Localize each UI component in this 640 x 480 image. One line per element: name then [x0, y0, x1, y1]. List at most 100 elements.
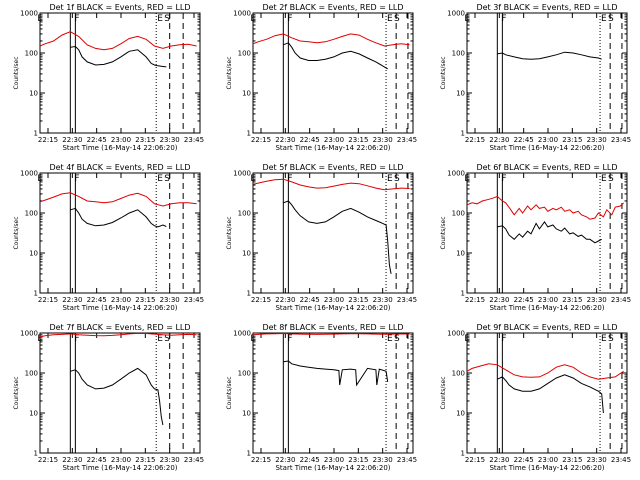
y-tick-label: 1 [461, 130, 465, 138]
y-tick-label: 1000 [233, 170, 251, 178]
x-tick-label: 23:30 [373, 296, 393, 304]
x-tick-label: 23:15 [562, 456, 582, 464]
plot-frame [466, 12, 628, 134]
x-tick-label: 22:45 [300, 456, 320, 464]
x-axis-label: Start Time (16-May-14 22:06:20) [62, 144, 177, 152]
y-tick-label: 10 [242, 410, 251, 418]
x-tick-label: 23:00 [324, 136, 344, 144]
y-tick-label: 1000 [20, 170, 38, 178]
y-tick-label: 10 [456, 90, 465, 98]
x-tick-label: 22:15 [38, 136, 58, 144]
event-label-e: E [601, 14, 607, 24]
event-label-s: S [608, 174, 614, 184]
event-label-s: S [164, 174, 170, 184]
x-tick-label: 23:45 [611, 456, 631, 464]
series-line-events [70, 207, 167, 228]
x-tick-label: 23:15 [348, 456, 368, 464]
series-line-lld [466, 363, 624, 380]
marker-label-f: F [287, 174, 292, 184]
y-tick-label: 1 [34, 450, 38, 458]
panel-title: Det 4f BLACK = Events, RED = LLD [49, 163, 190, 172]
y-tick-label: 1000 [447, 170, 465, 178]
x-tick-label: 23:00 [111, 456, 131, 464]
marker-label-e: E [37, 174, 43, 184]
marker-label-e: E [37, 334, 43, 344]
y-tick-label: 1000 [233, 10, 251, 18]
series-line-lld [466, 195, 624, 220]
plot-frame [39, 332, 201, 454]
x-tick-label: 23:00 [538, 296, 558, 304]
y-tick-label: 10 [29, 250, 38, 258]
x-tick-label: 23:45 [611, 136, 631, 144]
panel-7: Det 7f BLACK = Events, RED = LLD 1 10 100 10… [13, 323, 204, 472]
event-label-e: E [601, 174, 607, 184]
x-tick-label: 23:45 [611, 296, 631, 304]
x-tick-label: 22:15 [251, 296, 271, 304]
x-tick-label: 22:15 [465, 136, 485, 144]
plot-frame [39, 12, 201, 134]
panel-2: Det 2f BLACK = Events, RED = LLD 1 10 100 10… [226, 3, 417, 152]
x-tick-label: 22:45 [87, 296, 107, 304]
x-tick-label: 22:30 [275, 296, 295, 304]
y-tick-label: 10 [29, 90, 38, 98]
x-tick-label: 23:30 [587, 136, 607, 144]
series-line-lld [252, 33, 410, 47]
panel-1: Det 1f BLACK = Events, RED = LLD 1 10 100 10… [13, 3, 204, 152]
x-tick-label: 22:30 [489, 296, 509, 304]
y-tick-label: 1 [247, 130, 251, 138]
x-tick-label: 23:30 [373, 136, 393, 144]
plot-frame [39, 172, 201, 294]
x-tick-label: 22:15 [251, 136, 271, 144]
series-line-events [497, 221, 602, 244]
x-tick-label: 23:15 [562, 296, 582, 304]
x-tick-label: 22:45 [514, 296, 534, 304]
event-label-s: S [394, 14, 400, 24]
x-tick-label: 23:15 [348, 296, 368, 304]
event-label-s: S [164, 14, 170, 24]
x-tick-label: 23:00 [111, 136, 131, 144]
y-tick-label: 100 [238, 370, 251, 378]
y-tick-label: 100 [238, 50, 251, 58]
y-axis-label: Counts/sec [13, 56, 20, 89]
marker-label-e: E [250, 14, 256, 24]
event-label-s: S [608, 14, 614, 24]
x-tick-label: 23:15 [562, 136, 582, 144]
x-tick-label: 22:30 [275, 136, 295, 144]
y-tick-label: 10 [456, 410, 465, 418]
plot-frame [252, 12, 414, 134]
x-tick-label: 22:15 [251, 456, 271, 464]
x-tick-label: 23:45 [184, 136, 204, 144]
y-tick-label: 1000 [447, 10, 465, 18]
marker-label-f: F [74, 334, 79, 344]
x-tick-label: 23:30 [587, 456, 607, 464]
x-tick-label: 23:00 [538, 456, 558, 464]
marker-label-f: F [501, 174, 506, 184]
series-line-events [497, 374, 604, 414]
x-tick-label: 23:45 [397, 136, 417, 144]
marker-label-f: F [74, 14, 79, 24]
plot-frame [252, 332, 414, 454]
y-axis-label: Counts/sec [226, 56, 233, 89]
panel-title: Det 3f BLACK = Events, RED = LLD [476, 3, 617, 12]
x-axis-label: Start Time (16-May-14 22:06:20) [275, 304, 390, 312]
x-axis-label: Start Time (16-May-14 22:06:20) [275, 144, 390, 152]
x-tick-label: 22:45 [300, 136, 320, 144]
marker-label-e: E [464, 334, 470, 344]
series-line-lld [39, 31, 197, 51]
y-tick-label: 100 [238, 210, 251, 218]
y-tick-label: 100 [452, 50, 465, 58]
event-label-e: E [387, 174, 393, 184]
x-axis-label: Start Time (16-May-14 22:06:20) [62, 464, 177, 472]
x-tick-label: 22:30 [62, 136, 82, 144]
x-tick-label: 23:15 [348, 136, 368, 144]
panel-title: Det 2f BLACK = Events, RED = LLD [262, 3, 403, 12]
x-tick-label: 23:15 [135, 136, 155, 144]
plot-frame [466, 332, 628, 454]
event-label-s: S [164, 334, 170, 344]
event-label-e: E [387, 334, 393, 344]
panel-3: Det 3f BLACK = Events, RED = LLD 1 10 100 10… [440, 3, 631, 152]
y-tick-label: 1 [247, 290, 251, 298]
y-tick-label: 100 [452, 370, 465, 378]
event-label-e: E [157, 334, 163, 344]
